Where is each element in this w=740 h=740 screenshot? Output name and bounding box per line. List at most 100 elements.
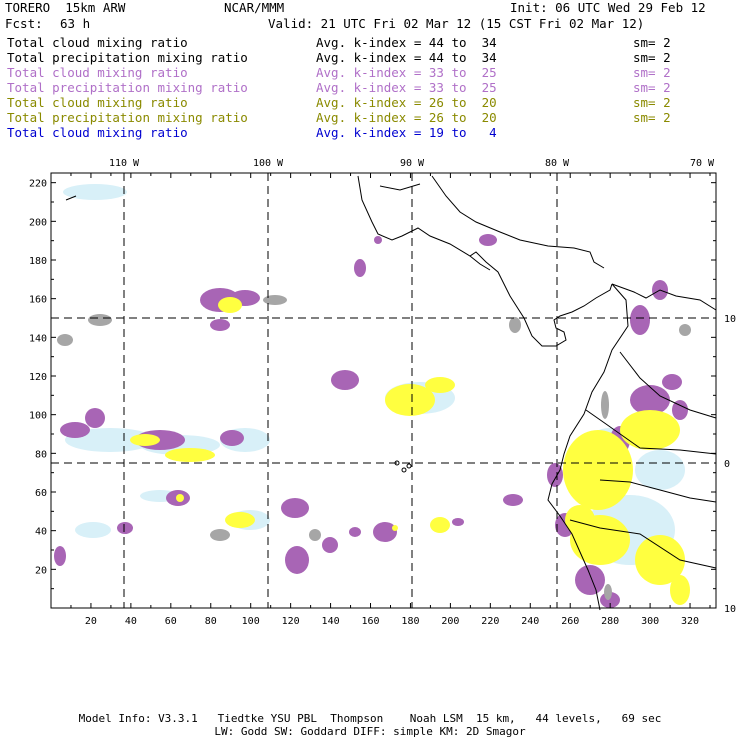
x-tick-label: 120 [282,616,300,627]
latitude-label: 10 N [724,314,740,325]
init-time: Init: 06 UTC Wed 29 Feb 12 [510,0,706,15]
x-tick-label: 200 [441,616,459,627]
y-tick-label: 80 [35,449,47,460]
legend-field: Total cloud mixing ratio [7,95,188,110]
legend-smoothing: sm= 2 [633,65,671,80]
cloud-patch [117,522,133,534]
graticule [51,173,716,608]
longitude-label: 100 W [253,158,284,169]
precip-patch [225,512,255,528]
x-tick-label: 160 [361,616,379,627]
model-title: TORERO 15km ARW [5,0,126,15]
legend-index: Avg. k-index = 44 to 34 [316,50,497,65]
galapagos-island [406,463,412,469]
plot-frame [50,172,717,609]
axis-ticks [51,173,716,608]
cloud-patch [60,422,90,438]
cloud-patch [679,324,691,336]
cloud-patch [322,537,338,553]
coastline-caribbean [431,175,605,269]
border [585,409,717,455]
coastline-south-america-north [611,283,717,311]
border [379,183,421,191]
cloud-patch [479,234,497,246]
x-tick-label: 140 [322,616,340,627]
latitude-label: 10 S [724,604,740,615]
cloud-patch [373,522,397,542]
y-tick-label: 120 [29,372,47,383]
longitude-label: 70 W [690,158,715,169]
precip-patch [565,505,595,535]
cloud-patch [509,317,521,333]
legend-index: Avg. k-index = 44 to 34 [316,35,497,50]
precip-patch [130,434,160,446]
cloud-patch [263,295,287,305]
cloud-patch [349,527,361,537]
x-tick-label: 100 [242,616,260,627]
legend-index: Avg. k-index = 33 to 25 [316,65,497,80]
cloud-patch [281,498,309,518]
cloud-patch [54,546,66,566]
y-tick-label: 140 [29,333,47,344]
legend-smoothing: sm= 2 [633,80,671,95]
legend-row: Total cloud mixing ratio Avg. k-index = 3… [7,65,732,80]
legend-smoothing: sm= 2 [633,50,671,65]
border [469,255,491,271]
cloud-patch [220,430,244,446]
cloud-patch [75,522,111,538]
cloud-patch [374,236,382,244]
x-tick-label: 320 [681,616,699,627]
precip-patch [635,535,685,585]
y-tick-label: 20 [35,565,47,576]
y-tick-label: 160 [29,295,47,306]
cloud-patch [630,385,670,415]
cloud-patch [285,546,309,574]
cloud-patch [630,305,650,335]
precip-patch [563,430,633,510]
precip-patch [218,297,242,313]
footer-model-info: Model Info: V3.3.1 Tiedtke YSU PBL Thomp… [78,712,662,725]
latitude-label: 0 [724,459,730,470]
coastline-island [65,195,77,201]
legend-row: Total cloud mixing ratio Avg. k-index = 2… [7,95,732,110]
precip-patch [670,575,690,605]
cloud-patch [547,463,563,487]
precip-patch [620,410,680,450]
cloud-patch [331,370,359,390]
cloud-patch [604,584,612,600]
y-tick-label: 40 [35,527,47,538]
coastlines [65,175,717,611]
cloud-patch [354,259,366,277]
coastline-central-america [357,175,613,347]
cloud-patch [57,334,73,346]
precip-patch [165,448,215,462]
legend-field: Total precipitation mixing ratio [7,110,248,125]
cloud-patch [309,529,321,541]
longitude-label: 80 W [545,158,570,169]
x-tick-label: 60 [165,616,177,627]
cloud-patch [210,319,230,331]
cloud-patch [85,408,105,428]
cloud-fields [54,184,691,608]
galapagos-island [401,467,407,473]
y-tick-label: 60 [35,488,47,499]
y-tick-label: 180 [29,256,47,267]
longitude-label: 110 W [109,158,140,169]
border [619,351,717,419]
x-tick-label: 300 [641,616,659,627]
cloud-patch [601,391,609,419]
legend-field: Total precipitation mixing ratio [7,50,248,65]
x-tick-label: 280 [601,616,619,627]
longitude-label: 90 W [400,158,425,169]
coastline-south-america-west [547,283,629,611]
fcst-value: 63 h [60,16,91,31]
valid-time: Valid: 21 UTC Fri 02 Mar 12 (15 CST Fri … [268,16,645,31]
precip-patch [176,494,184,502]
legend-field: Total cloud mixing ratio [7,35,188,50]
legend-row: Total precipitation mixing ratio Avg. k-i… [7,110,732,125]
x-tick-label: 240 [521,616,539,627]
x-tick-label: 180 [401,616,419,627]
x-tick-label: 260 [561,616,579,627]
legend-field: Total cloud mixing ratio [7,65,188,80]
